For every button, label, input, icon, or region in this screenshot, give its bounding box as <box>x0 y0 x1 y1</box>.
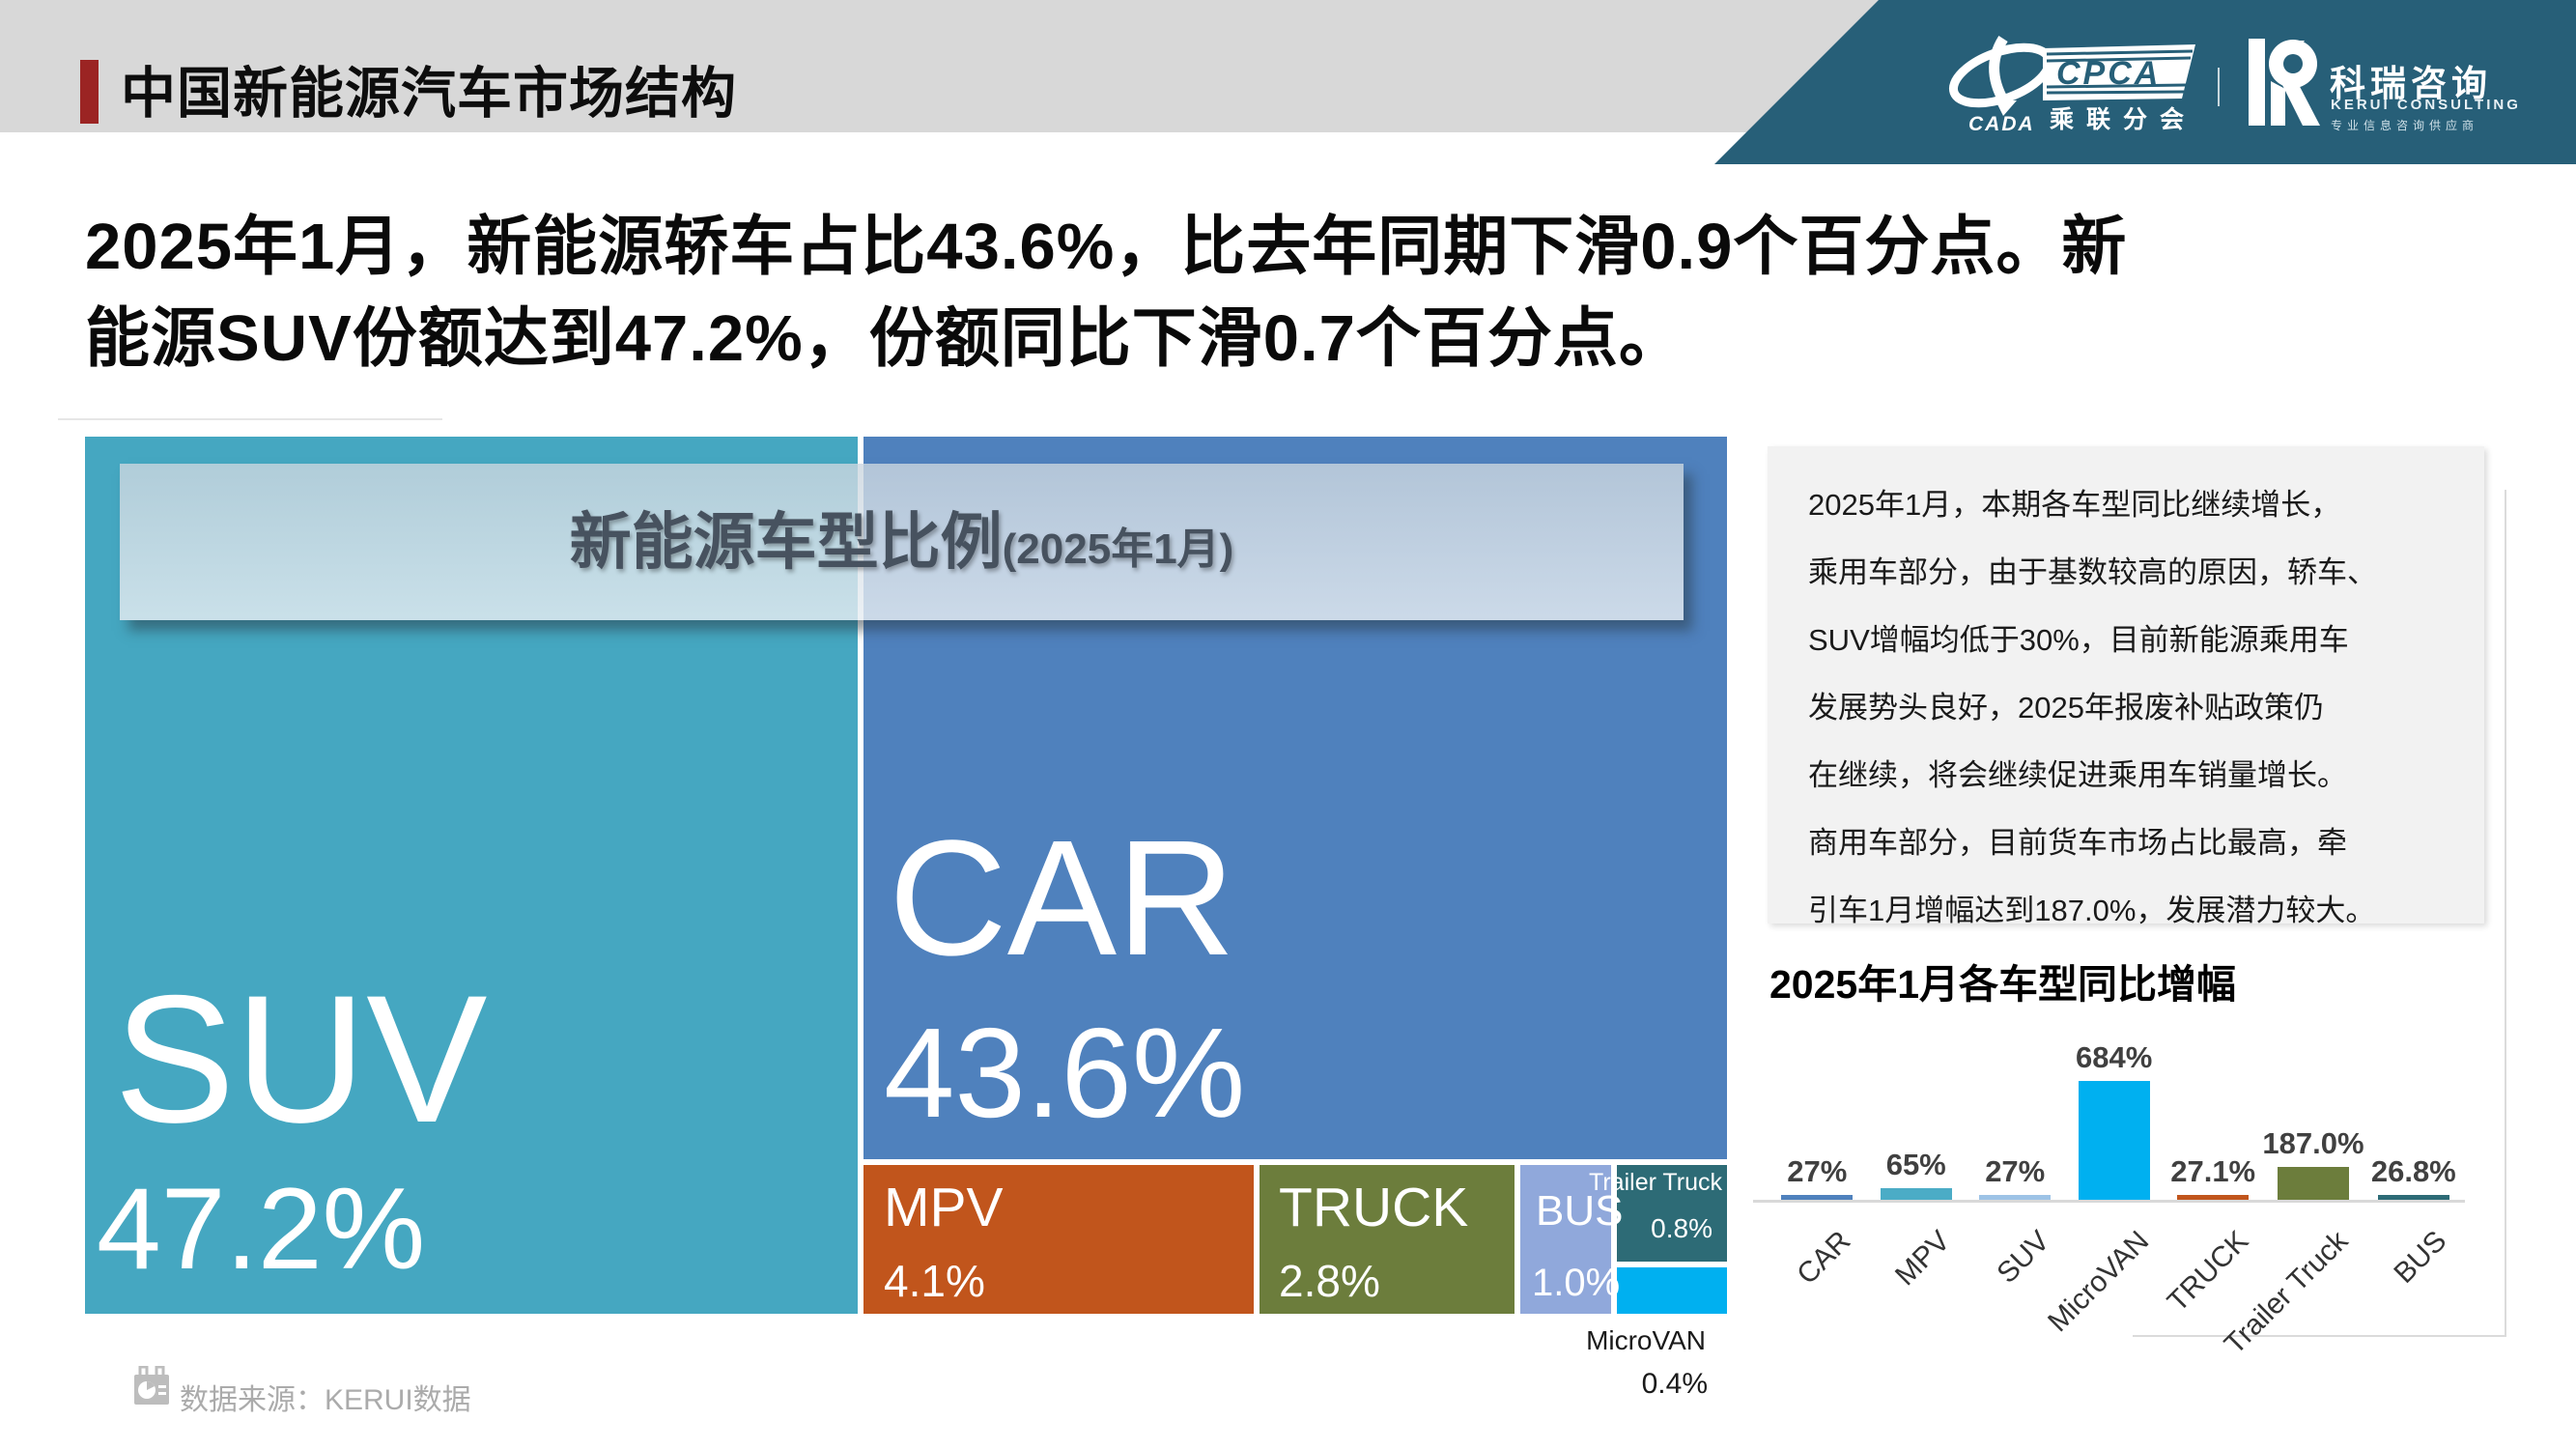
bar-group-mpv: 65% <box>1866 1014 1965 1200</box>
bar-value-label: 187.0% <box>2262 1126 2364 1160</box>
treemap-label-mpv: MPV <box>884 1177 1004 1238</box>
growth-chart-title: 2025年1月各车型同比增幅 <box>1769 962 2237 1007</box>
data-source-icon <box>134 1366 169 1405</box>
treemap-cell-microvan <box>1617 1267 1727 1314</box>
growth-bar-plot: 27% 65% 27% 684% 27.1% 187.0% 26.8% <box>1768 1014 2463 1200</box>
category-label-bus: BUS <box>2388 1225 2453 1290</box>
data-source-text: 数据来源：KERUI数据 <box>180 1384 471 1416</box>
treemap-title-suffix: (2025年1月) <box>1002 526 1234 573</box>
treemap-label-suv: SUV <box>114 957 488 1160</box>
treemap-value-truck: 2.8% <box>1279 1256 1380 1306</box>
bar-microvan <box>2078 1081 2150 1200</box>
treemap-cell-truck <box>1260 1165 1514 1314</box>
treemap-label-trailer-truck: Trailer Truck <box>1589 1169 1722 1196</box>
bar-group-bus: 26.8% <box>2364 1014 2463 1200</box>
category-label-microvan: MicroVAN <box>2042 1225 2156 1339</box>
bar-trailer-truck <box>2277 1167 2349 1200</box>
decor-line-bottom <box>2133 1335 2506 1337</box>
treemap-cell-trailer-truck <box>1617 1165 1727 1262</box>
bar-value-label: 27.1% <box>2170 1154 2256 1188</box>
treemap-title-banner: 新能源车型比例(2025年1月) <box>120 464 1684 620</box>
category-label-truck: TRUCK <box>2161 1225 2255 1319</box>
treemap-value-trailer-truck: 0.8% <box>1651 1213 1713 1243</box>
treemap-label-car: CAR <box>889 807 1235 990</box>
logo-divider <box>2218 68 2220 106</box>
treemap-value-car: 43.6% <box>884 1002 1246 1144</box>
title-accent-bar <box>80 60 99 124</box>
bar-value-label: 27% <box>1985 1154 2046 1188</box>
kerui-name-cn: 科瑞咨询 <box>2330 64 2492 103</box>
analysis-box: 2025年1月，本期各车型同比继续增长， 乘用车部分，由于基数较高的原因，轿车、… <box>1768 446 2484 927</box>
treemap-value-mpv: 4.1% <box>884 1256 985 1306</box>
bar-group-truck: 27.1% <box>2164 1014 2262 1200</box>
bar-group-microvan: 684% <box>2064 1014 2163 1200</box>
treemap-value-suv: 47.2% <box>97 1164 426 1293</box>
treemap-cell-mpv <box>863 1165 1254 1314</box>
decor-line-right <box>2505 490 2506 1337</box>
svg-text:CADA: CADA <box>1968 113 2035 133</box>
treemap-label-bus: BUS <box>1536 1187 1624 1235</box>
x-axis-line <box>1753 1200 2465 1203</box>
page-title: 中国新能源汽车市场结构 <box>121 63 737 125</box>
treemap-cell-bus <box>1520 1165 1611 1314</box>
treemap-label-microvan: MicroVAN <box>1586 1325 1706 1355</box>
category-label-suv: SUV <box>1991 1225 2056 1290</box>
category-label-mpv: MPV <box>1889 1225 1957 1293</box>
bar-value-label: 65% <box>1885 1148 1946 1181</box>
treemap-title: 新能源车型比例 <box>569 507 1003 577</box>
bar-bus <box>2377 1195 2449 1200</box>
bar-truck <box>2177 1195 2250 1200</box>
analysis-text: 2025年1月，本期各车型同比继续增长， 乘用车部分，由于基数较高的原因，轿车、… <box>1808 488 2377 927</box>
kerui-logo-icon <box>2249 39 2320 126</box>
treemap-label-truck: TRUCK <box>1279 1177 1469 1238</box>
kerui-tagline: 专业信息咨询供应商 <box>2331 119 2479 132</box>
kerui-name-en: KERUI CONSULTING <box>2331 97 2521 113</box>
bar-car <box>1781 1195 1854 1200</box>
bar-group-suv: 27% <box>1966 1014 2064 1200</box>
svg-text:CPCA: CPCA <box>2056 55 2161 92</box>
treemap-value-microvan: 0.4% <box>1641 1368 1708 1400</box>
headline-text: 2025年1月，新能源轿车占比43.6%，比去年同期下滑0.9个百分点。新 能源… <box>85 211 2128 375</box>
bar-value-label: 26.8% <box>2370 1154 2456 1188</box>
bar-group-car: 27% <box>1768 1014 1866 1200</box>
bar-group-trailer-truck: 187.0% <box>2262 1014 2364 1200</box>
treemap-value-bus: 1.0% <box>1532 1262 1621 1304</box>
cpca-logo-icon: CPCA <box>2043 44 2195 100</box>
bar-value-label: 27% <box>1787 1154 1848 1188</box>
bar-mpv <box>1880 1188 1952 1200</box>
bar-value-label: 684% <box>2076 1040 2153 1074</box>
decor-line-top <box>58 418 442 420</box>
cpca-logo-subtext: 乘联分会 <box>2050 106 2197 133</box>
category-label-car: CAR <box>1791 1225 1857 1292</box>
bar-suv <box>1979 1195 2052 1200</box>
